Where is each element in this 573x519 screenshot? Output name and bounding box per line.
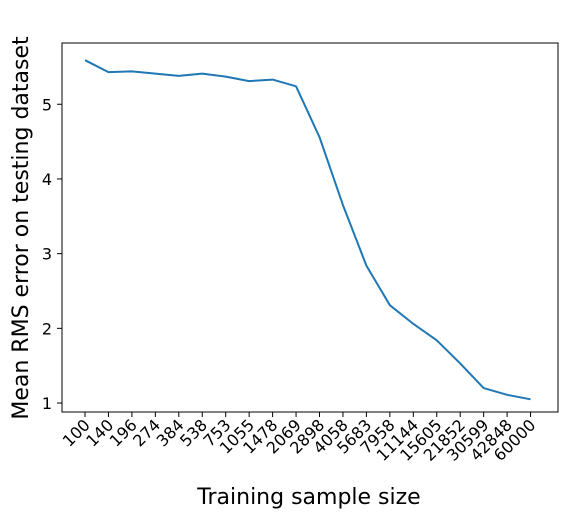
- series-group: [84, 59, 531, 401]
- plot-frame: [61, 42, 559, 413]
- x-axis-label: Training sample size: [196, 485, 420, 510]
- y-axis-ticks: 1 2 3 4 5: [42, 95, 62, 413]
- y-axis-label: Mean RMS error on testing dataset: [9, 36, 34, 420]
- y-tick-label: 5: [42, 95, 52, 114]
- x-axis-ticks: 1001401962743845387531055147820692898405…: [59, 412, 539, 465]
- y-tick-label: 3: [42, 245, 52, 264]
- y-tick-label: 1: [42, 394, 52, 413]
- y-tick-label: 4: [42, 170, 52, 189]
- series-line: [84, 59, 531, 401]
- y-tick-label: 2: [42, 319, 52, 338]
